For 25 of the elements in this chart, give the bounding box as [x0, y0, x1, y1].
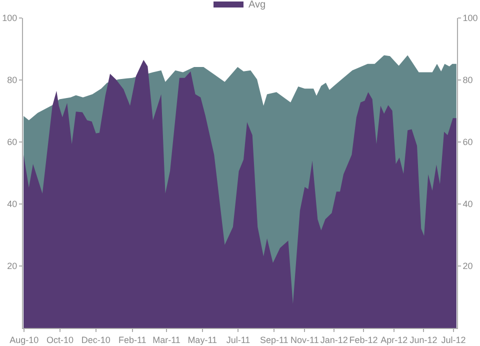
x-tick-label: Aug-10	[10, 334, 39, 345]
y-tick-label: 40	[7, 199, 18, 210]
x-tick-label: May-11	[188, 334, 218, 345]
y2-tick-label: 40	[462, 199, 473, 210]
x-tick-label: Sep-11	[260, 334, 288, 345]
x-tick-label: Jul-11	[226, 334, 250, 345]
y2-tick-label: 60	[462, 137, 473, 148]
x-tick-label: Jan-12	[320, 334, 348, 345]
y-tick-label: 20	[7, 261, 18, 272]
y-tick-label: 60	[7, 137, 18, 148]
x-tick-label: Jul-12	[441, 334, 466, 345]
x-tick-label: Feb-12	[349, 334, 378, 345]
x-tick-label: Oct-10	[46, 334, 74, 345]
x-tick-label: Nov-11	[290, 334, 319, 345]
y-tick-label: 80	[7, 75, 18, 86]
y-tick-label: 100	[2, 13, 18, 24]
x-tick-label: Dec-10	[81, 334, 110, 345]
y2-tick-label: 20	[462, 261, 473, 272]
x-tick-label: Apr-12	[380, 334, 408, 345]
y2-tick-label: 100	[462, 13, 478, 24]
y2-tick-label: 80	[462, 75, 473, 86]
x-tick-label: Feb-11	[118, 334, 146, 345]
legend-label: Avg	[248, 0, 266, 10]
x-tick-label: Mar-11	[152, 334, 180, 345]
x-tick-label: Jun-12	[410, 334, 438, 345]
